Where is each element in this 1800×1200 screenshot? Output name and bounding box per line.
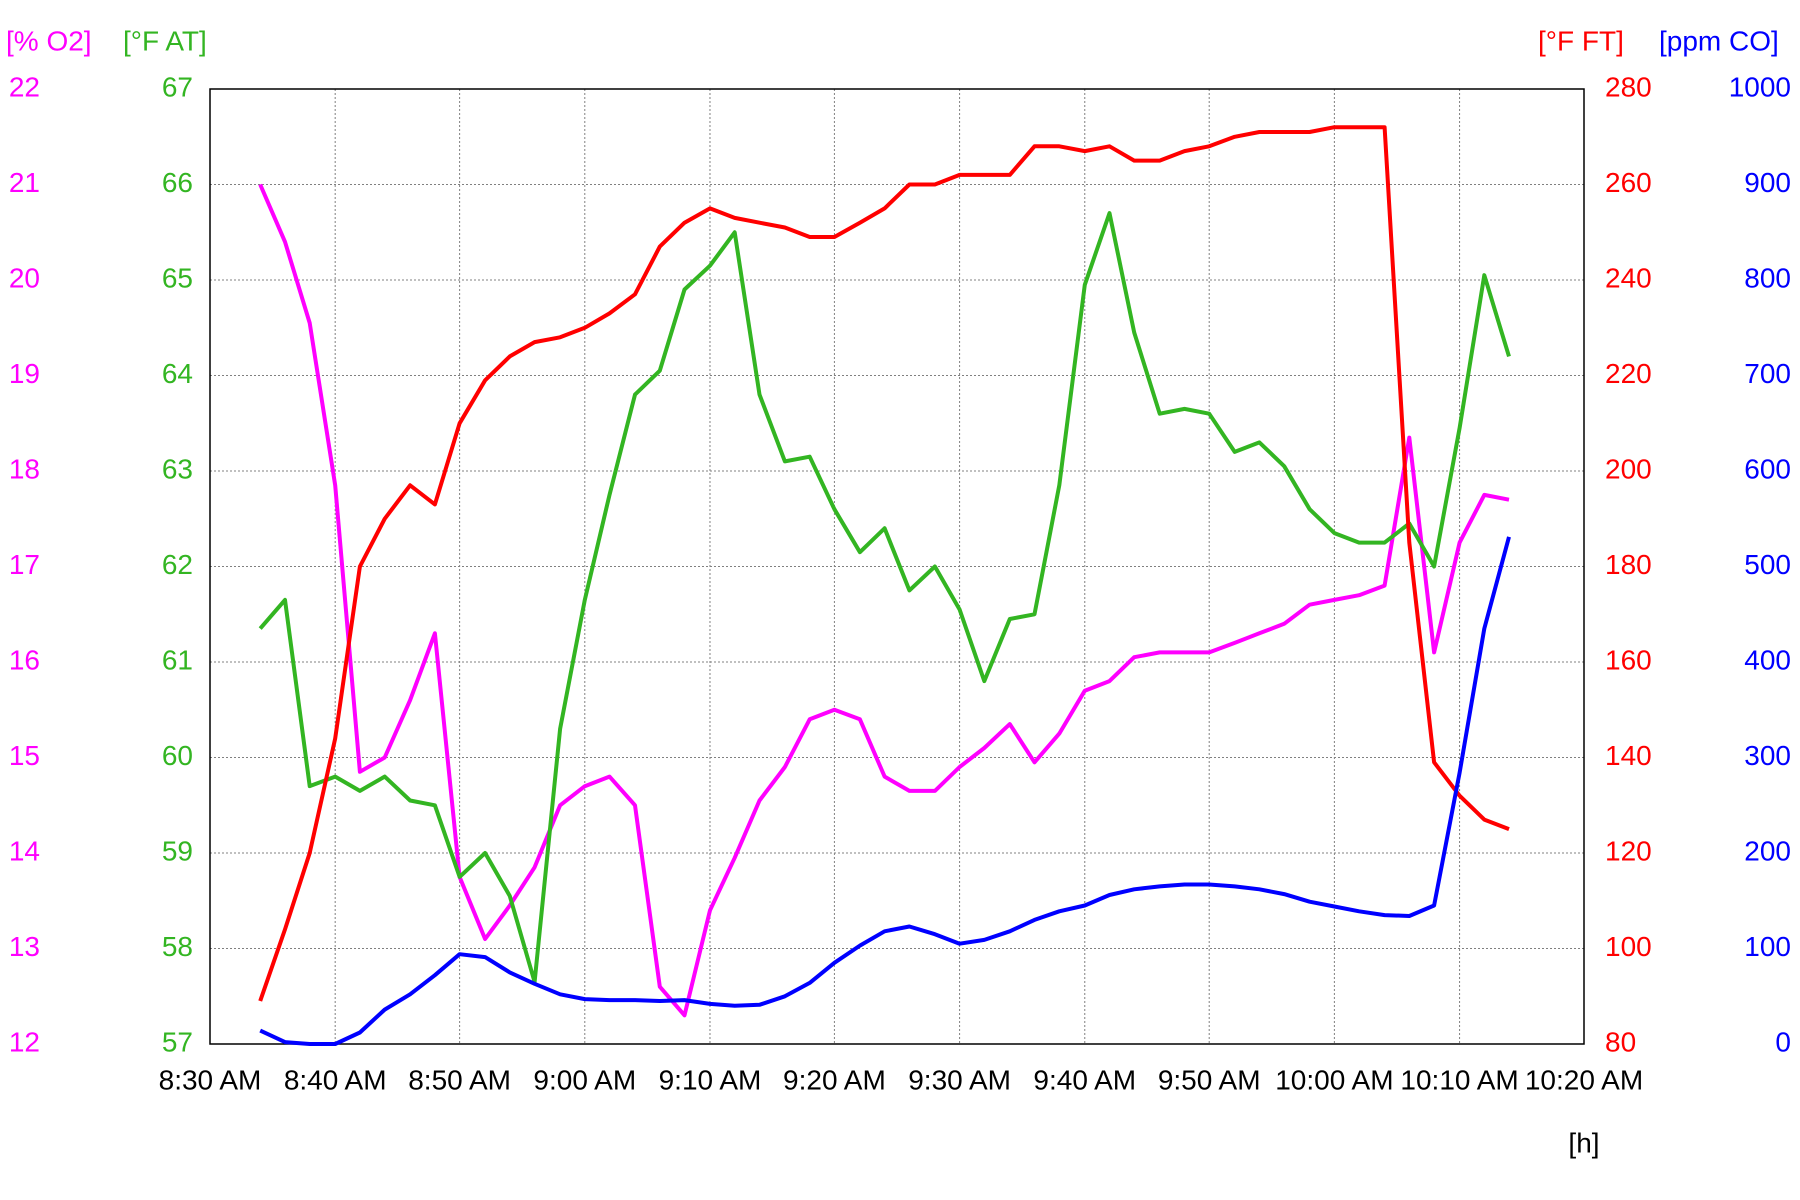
y-tick-label: 200 bbox=[1744, 835, 1791, 866]
y-tick-label: 16 bbox=[9, 644, 40, 675]
y-tick-label: 240 bbox=[1605, 262, 1652, 293]
x-tick-label: 9:20 AM bbox=[783, 1064, 886, 1095]
y-tick-label: 62 bbox=[162, 549, 193, 580]
y-tick-label: 180 bbox=[1605, 549, 1652, 580]
x-tick-label: 8:50 AM bbox=[408, 1064, 511, 1095]
axis-title: [% O2] bbox=[6, 25, 92, 56]
x-axis-label: [h] bbox=[1568, 1127, 1599, 1158]
x-tick-label: 8:40 AM bbox=[284, 1064, 387, 1095]
y-tick-label: 17 bbox=[9, 549, 40, 580]
y-tick-label: 140 bbox=[1605, 740, 1652, 771]
series-line bbox=[259, 536, 1511, 1046]
series-line bbox=[258, 125, 1510, 1002]
y-tick-label: 100 bbox=[1605, 931, 1652, 962]
x-tick-label: 9:10 AM bbox=[659, 1064, 762, 1095]
axis-title: [ppm CO] bbox=[1659, 25, 1779, 56]
y-tick-label: 18 bbox=[9, 453, 40, 484]
x-tick-label: 9:30 AM bbox=[908, 1064, 1011, 1095]
y-tick-label: 120 bbox=[1605, 835, 1652, 866]
y-tick-label: 100 bbox=[1744, 931, 1791, 962]
y-tick-label: 64 bbox=[162, 358, 193, 389]
y-tick-label: 57 bbox=[162, 1026, 193, 1057]
y-tick-label: 600 bbox=[1744, 453, 1791, 484]
y-tick-label: 13 bbox=[9, 931, 40, 962]
y-tick-label: 200 bbox=[1605, 453, 1652, 484]
series-line bbox=[258, 211, 1511, 984]
y-tick-label: 21 bbox=[9, 167, 40, 198]
axis-title: [°F FT] bbox=[1538, 25, 1624, 56]
x-tick-label: 10:20 AM bbox=[1525, 1064, 1643, 1095]
plot-frame bbox=[209, 88, 1585, 1045]
x-tick-label: 10:00 AM bbox=[1275, 1064, 1393, 1095]
y-tick-label: 66 bbox=[162, 167, 193, 198]
y-tick-label: 400 bbox=[1744, 644, 1791, 675]
y-tick-label: 59 bbox=[162, 835, 193, 866]
y-tick-label: 80 bbox=[1605, 1026, 1636, 1057]
y-tick-label: 220 bbox=[1605, 358, 1652, 389]
y-tick-label: 14 bbox=[9, 835, 40, 866]
y-tick-label: 22 bbox=[9, 71, 40, 102]
x-tick-label: 9:50 AM bbox=[1158, 1064, 1261, 1095]
y-tick-label: 12 bbox=[9, 1026, 40, 1057]
y-tick-label: 0 bbox=[1775, 1026, 1791, 1057]
axis-title: [°F AT] bbox=[123, 25, 207, 56]
y-tick-label: 260 bbox=[1605, 167, 1652, 198]
y-tick-label: 60 bbox=[162, 740, 193, 771]
y-tick-label: 20 bbox=[9, 262, 40, 293]
y-tick-label: 160 bbox=[1605, 644, 1652, 675]
y-tick-label: 280 bbox=[1605, 71, 1652, 102]
y-tick-label: 15 bbox=[9, 740, 40, 771]
x-tick-label: 9:40 AM bbox=[1033, 1064, 1136, 1095]
x-tick-label: 8:30 AM bbox=[159, 1064, 262, 1095]
y-tick-label: 58 bbox=[162, 931, 193, 962]
y-tick-label: 900 bbox=[1744, 167, 1791, 198]
y-tick-label: 1000 bbox=[1729, 71, 1791, 102]
series-line bbox=[258, 183, 1510, 1018]
y-tick-label: 700 bbox=[1744, 358, 1791, 389]
y-tick-label: 65 bbox=[162, 262, 193, 293]
x-tick-label: 9:00 AM bbox=[533, 1064, 636, 1095]
y-tick-label: 500 bbox=[1744, 549, 1791, 580]
x-tick-label: 10:10 AM bbox=[1400, 1064, 1518, 1095]
y-tick-label: 19 bbox=[9, 358, 40, 389]
y-tick-label: 67 bbox=[162, 71, 193, 102]
y-tick-label: 61 bbox=[162, 644, 193, 675]
y-tick-label: 300 bbox=[1744, 740, 1791, 771]
y-tick-label: 800 bbox=[1744, 262, 1791, 293]
y-tick-label: 63 bbox=[162, 453, 193, 484]
